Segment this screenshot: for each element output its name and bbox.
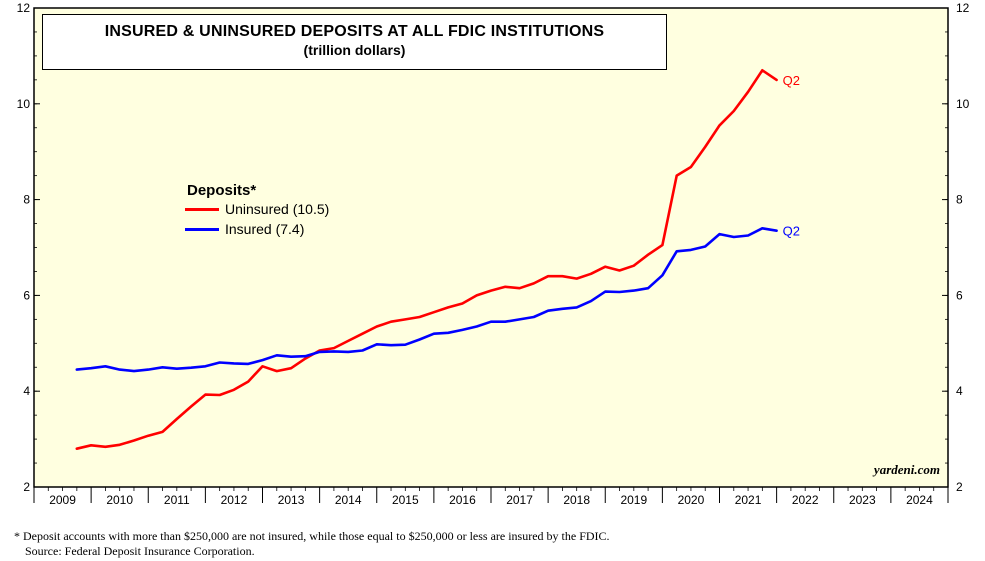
x-tick-label: 2011 <box>164 493 190 507</box>
legend-swatch-insured <box>185 227 219 231</box>
x-tick-label: 2015 <box>392 493 419 507</box>
series-layer <box>75 69 778 451</box>
x-tick-label: 2018 <box>563 493 590 507</box>
x-tick-label: 2013 <box>278 493 305 507</box>
y-axis-right: 2 4 6 8 10 12 <box>942 1 970 494</box>
insured-end-label: Q2 <box>783 224 800 239</box>
x-tick-label: 2023 <box>849 493 876 507</box>
legend: Deposits* Uninsured (10.5) Insured (7.4) <box>185 182 329 239</box>
x-tick-label: 2010 <box>106 493 133 507</box>
x-tick-label: 2019 <box>620 493 647 507</box>
chart-subtitle: (trillion dollars) <box>303 42 406 58</box>
x-tick-label: 2024 <box>906 493 933 507</box>
y-tick-label-right: 2 <box>956 480 963 494</box>
legend-item-uninsured: Uninsured (10.5) <box>185 199 329 219</box>
x-tick-label: 2009 <box>49 493 76 507</box>
source-watermark: yardeni.com <box>873 462 940 477</box>
x-tick-label: 2021 <box>735 493 762 507</box>
footnote: * Deposit accounts with more than $250,0… <box>14 529 610 559</box>
x-tick-label: 2020 <box>678 493 705 507</box>
chart-title: INSURED & UNINSURED DEPOSITS AT ALL FDIC… <box>104 23 605 40</box>
y-tick-label-right: 12 <box>956 1 970 15</box>
y-axis-left: 2 4 6 8 10 12 <box>17 1 40 494</box>
insured-line <box>75 227 778 373</box>
x-axis: 2009 2010 2011 2012 2013 2014 2015 2016 2017 2018… <box>33 487 949 507</box>
legend-label-insured: Insured (7.4) <box>225 221 305 237</box>
footnote-source: Source: Federal Deposit Insurance Corpor… <box>25 544 255 558</box>
x-tick-label: 2014 <box>335 493 362 507</box>
y-tick-label-right: 8 <box>956 193 963 207</box>
uninsured-line <box>75 69 778 451</box>
legend-swatch-uninsured <box>185 207 219 211</box>
legend-label-uninsured: Uninsured (10.5) <box>225 201 330 217</box>
y-tick-label-left: 6 <box>23 288 30 302</box>
y-tick-label-left: 4 <box>23 384 30 398</box>
x-tick-label: 2022 <box>792 493 819 507</box>
y-tick-label-left: 10 <box>17 97 31 111</box>
footnote-note: * Deposit accounts with more than $250,0… <box>14 529 610 543</box>
y-tick-label-left: 12 <box>17 1 31 15</box>
legend-item-insured: Insured (7.4) <box>185 219 329 239</box>
x-tick-label: 2016 <box>449 493 476 507</box>
y-tick-label-right: 4 <box>956 384 963 398</box>
legend-title: Deposits* <box>187 182 257 199</box>
x-tick-label: 2017 <box>506 493 533 507</box>
plot-area <box>33 7 949 488</box>
y-tick-label-right: 10 <box>956 97 970 111</box>
y-tick-label-right: 6 <box>956 288 963 302</box>
y-tick-label-left: 8 <box>23 193 30 207</box>
chart-title-box: INSURED & UNINSURED DEPOSITS AT ALL FDIC… <box>42 14 667 70</box>
y-tick-label-left: 2 <box>23 480 30 494</box>
x-tick-label: 2012 <box>221 493 248 507</box>
uninsured-end-label: Q2 <box>783 73 800 88</box>
